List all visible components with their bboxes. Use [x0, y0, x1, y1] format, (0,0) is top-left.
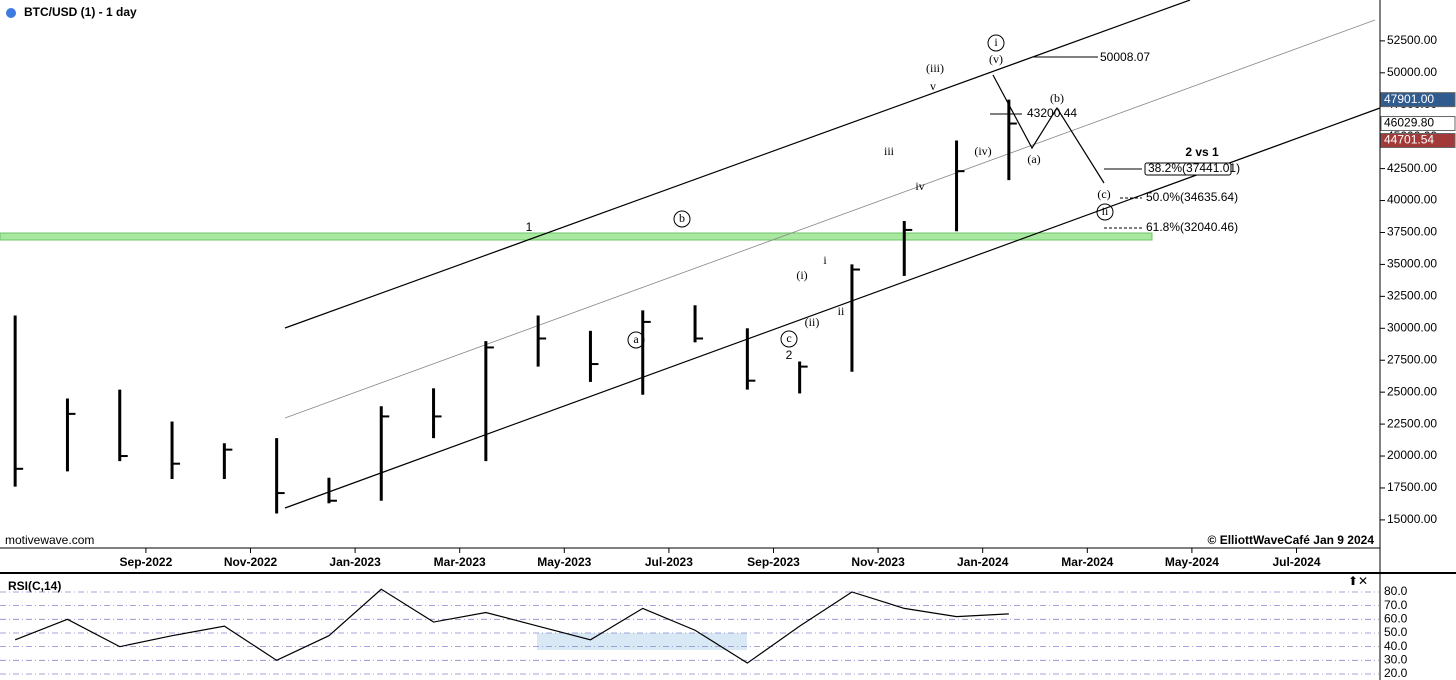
- price-box: [1380, 92, 1456, 108]
- y-tick-label: 27500.00: [1387, 352, 1437, 366]
- x-tick-label: May-2024: [1165, 555, 1219, 569]
- wave-label: 2: [786, 348, 793, 362]
- y-tick-label: 35000.00: [1387, 257, 1437, 271]
- wave-circle: [1096, 203, 1114, 221]
- wave-label: c: [786, 331, 791, 345]
- x-tick-label: Sep-2023: [747, 555, 800, 569]
- wave-label: (v): [989, 52, 1003, 66]
- y-tick-label: 22500.00: [1387, 416, 1437, 430]
- wave-label: 50.0%(34635.64): [1146, 190, 1238, 204]
- wave-label: (ii): [805, 315, 820, 329]
- wave-label: b: [679, 211, 685, 225]
- y-tick-label: 25000.00: [1387, 384, 1437, 398]
- y-tick-label: 17500.00: [1387, 480, 1437, 494]
- wave-label: i: [994, 35, 998, 49]
- wave-label: ii: [1102, 204, 1109, 218]
- price-label: 46029.80: [1384, 116, 1434, 130]
- projection-path: [992, 74, 1105, 184]
- symbol-header: BTC/USD (1) - 1 day: [24, 5, 137, 19]
- wave-label: 43200.44: [1027, 106, 1077, 120]
- wave-label: ii: [838, 304, 845, 318]
- x-tick-label: Sep-2022: [120, 555, 173, 569]
- y-tick-label: 52500.00: [1387, 33, 1437, 47]
- y-tick-label: 20000.00: [1387, 448, 1437, 462]
- y-tick-label: 30000.00: [1387, 320, 1437, 334]
- wave-label: i: [823, 253, 827, 267]
- y-tick-label: 37500.00: [1387, 225, 1437, 239]
- x-tick-label: Jul-2024: [1272, 555, 1320, 569]
- wave-circle: [987, 34, 1005, 52]
- wave-label: (c): [1097, 187, 1110, 201]
- wave-label: iv: [915, 179, 924, 193]
- y-tick-label: 30.0: [1384, 652, 1408, 666]
- wave-label: 2 vs 1: [1185, 145, 1219, 159]
- wave-label: 61.8%(32040.46): [1146, 220, 1238, 234]
- x-tick-label: May-2023: [537, 555, 591, 569]
- x-tick-label: Nov-2023: [851, 555, 905, 569]
- wave-label: v: [930, 79, 936, 93]
- x-tick-label: Jan-2023: [329, 555, 381, 569]
- wave-label: (a): [1027, 152, 1040, 166]
- x-tick-label: Mar-2023: [434, 555, 486, 569]
- wave-label: (iii): [926, 61, 944, 75]
- channel-middle: [284, 19, 1376, 419]
- rsi-line: [14, 588, 1009, 664]
- wave-label: (i): [796, 268, 807, 282]
- symbol-dot: [6, 8, 16, 18]
- support-zone: [0, 232, 1153, 241]
- copyright: © ElliottWaveCafé Jan 9 2024: [1208, 533, 1375, 547]
- wave-circle: [673, 210, 691, 228]
- y-tick-label: 42500.00: [1387, 161, 1437, 175]
- price-label: 44701.54: [1384, 133, 1434, 147]
- watermark: motivewave.com: [5, 533, 94, 547]
- y-tick-label: 40.0: [1384, 639, 1408, 653]
- wave-circle: [627, 331, 645, 349]
- x-tick-label: Jan-2024: [957, 555, 1009, 569]
- wave-circle: [780, 330, 798, 348]
- y-tick-label: 32500.00: [1387, 289, 1437, 303]
- y-tick-label: 40000.00: [1387, 193, 1437, 207]
- y-tick-label: 20.0: [1384, 666, 1408, 680]
- wave-label: iii: [884, 144, 895, 158]
- y-tick-label: 80.0: [1384, 584, 1408, 598]
- y-tick-label: 50.0: [1384, 625, 1408, 639]
- fib-box: [1144, 162, 1232, 176]
- y-tick-label: 70.0: [1384, 598, 1408, 612]
- wave-label: 38.2%(37441.01): [1148, 161, 1240, 175]
- price-label: 47901.00: [1384, 92, 1434, 106]
- y-tick-label: 15000.00: [1387, 512, 1437, 526]
- channel-upper: [284, 0, 1191, 329]
- y-tick-label: 60.0: [1384, 611, 1408, 625]
- price-box: [1380, 116, 1456, 132]
- panel-controls[interactable]: ⬆✕: [1348, 574, 1368, 588]
- wave-label: 1: [526, 220, 533, 234]
- wave-label: a: [633, 332, 639, 346]
- rsi-title: RSI(C,14): [8, 579, 61, 593]
- wave-label: (iv): [974, 144, 991, 158]
- wave-label: (b): [1050, 91, 1064, 105]
- rsi-zone: [537, 633, 747, 650]
- x-tick-label: Mar-2024: [1061, 555, 1113, 569]
- wave-label: 50008.07: [1100, 50, 1150, 64]
- x-tick-label: Nov-2022: [224, 555, 278, 569]
- x-tick-label: Jul-2023: [645, 555, 693, 569]
- y-tick-label: 50000.00: [1387, 65, 1437, 79]
- price-box: [1380, 132, 1456, 148]
